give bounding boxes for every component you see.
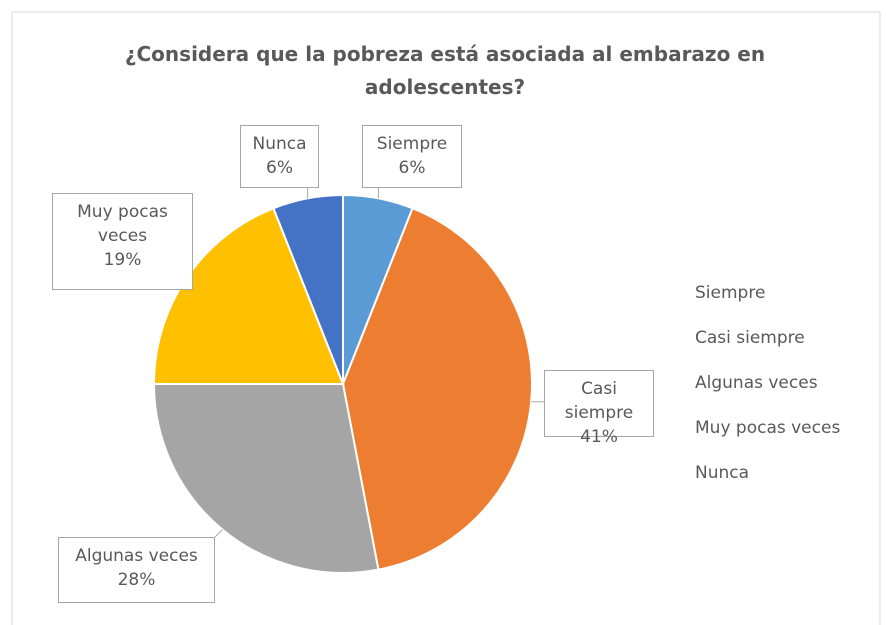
legend-entry: Nunca [695, 463, 749, 483]
legend-label: Casi siempre [695, 328, 805, 348]
chart-border [11, 11, 881, 625]
pie-slice [272, 193, 344, 385]
legend-entry: Siempre [695, 283, 765, 303]
data-label-category: Casi siempre [564, 379, 634, 423]
legend-label: Algunas veces [695, 373, 818, 393]
data-label-value: 19% [103, 250, 142, 270]
data-label: Nunca 6% [240, 125, 319, 188]
pie-slice [341, 206, 533, 571]
data-label-value: 6% [266, 158, 293, 178]
data-label-value: 41% [580, 427, 618, 447]
legend-label: Muy pocas veces [695, 418, 841, 438]
legend-label: Nunca [695, 463, 750, 483]
legend-entry: Algunas veces [695, 373, 818, 393]
pie-slice [152, 383, 380, 574]
legend-entry: Casi siempre [695, 328, 805, 348]
data-label: Algunas veces 28% [58, 537, 215, 603]
leader-line [214, 529, 223, 538]
data-label-category: Muy pocas veces [77, 202, 168, 246]
data-label-category: Nunca [252, 134, 307, 154]
legend-entry: Muy pocas veces [695, 418, 840, 438]
data-label-category: Siempre [376, 134, 448, 154]
legend-label: Siempre [695, 283, 766, 303]
data-label: Casi siempre 41% [544, 370, 654, 447]
chart-title: ¿Considera que la pobreza está asociada … [124, 42, 766, 99]
data-label-category: Algunas veces [75, 546, 198, 566]
data-label-value: 28% [117, 570, 156, 590]
data-label: Muy pocas veces 19% [52, 193, 193, 290]
data-label: Siempre 6% [362, 125, 462, 188]
data-label-value: 6% [398, 158, 426, 178]
